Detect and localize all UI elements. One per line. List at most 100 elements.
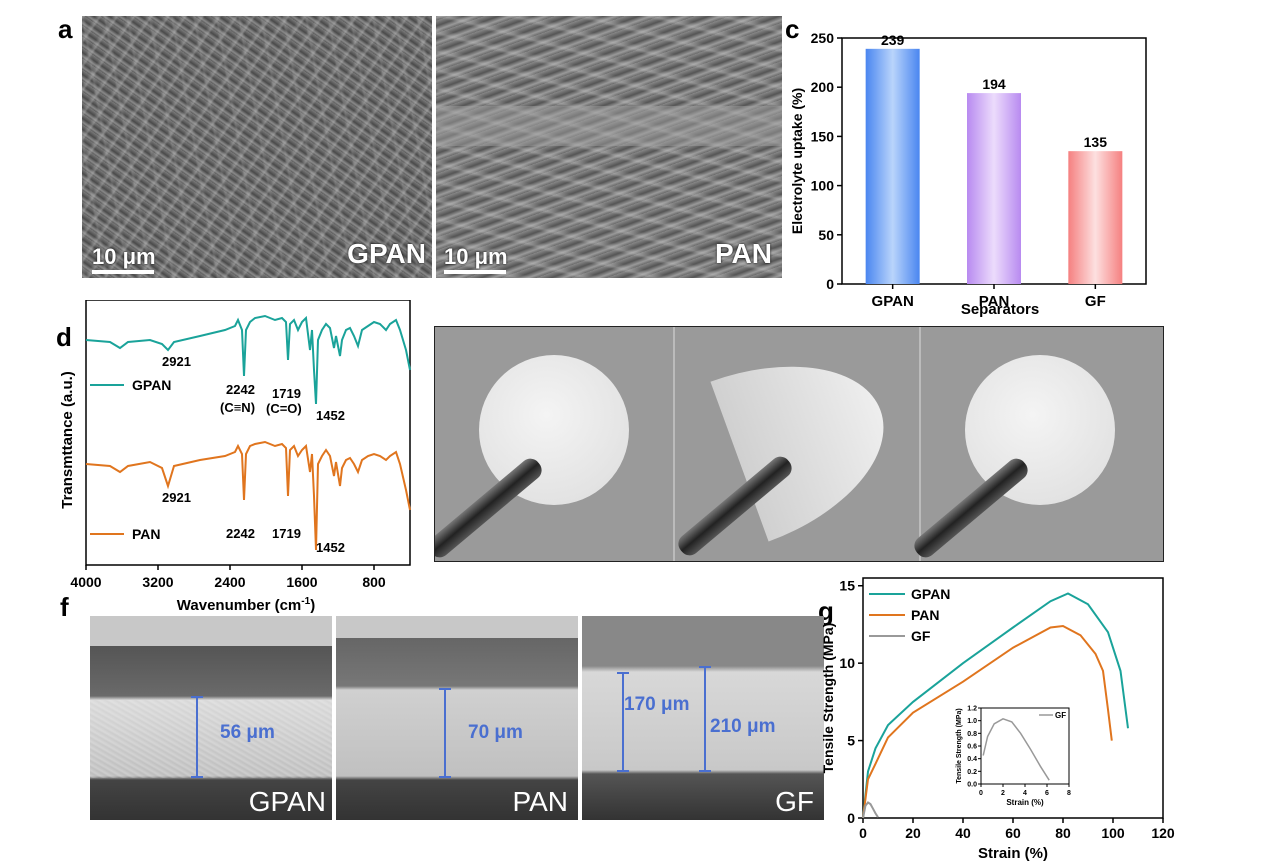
thickness-bar-cap xyxy=(191,776,203,778)
thickness-label: 70 μm xyxy=(468,722,523,743)
inset-y-tick-label: 0.4 xyxy=(967,756,977,763)
x-tick-label: 0 xyxy=(859,825,867,841)
x-tick-label: 80 xyxy=(1055,825,1071,841)
series-pan-line xyxy=(85,440,411,551)
sem-cross-pan: 70 μm PAN xyxy=(336,616,578,820)
thickness-label: 56 μm xyxy=(220,722,275,743)
x-tick-label: 60 xyxy=(1005,825,1021,841)
inset-y-axis-label: Tensile Strength (MPa) xyxy=(956,708,963,783)
thickness-bar-cap xyxy=(699,666,711,668)
bar-gf xyxy=(1068,151,1123,284)
series-gpan-line xyxy=(862,592,1129,819)
peak-label: 1719 xyxy=(272,526,301,541)
inset-series-gf-line xyxy=(982,717,1050,781)
thickness-bar-cap xyxy=(617,672,629,674)
x-tick-label: GPAN xyxy=(872,293,914,310)
y-axis-label: Transmttance (a.u.) xyxy=(59,371,76,509)
panel-label-d: d xyxy=(56,322,72,352)
panel-label-a: a xyxy=(58,14,73,44)
y-tick-label: 15 xyxy=(839,578,855,594)
legend-label-gpan: GPAN xyxy=(911,586,950,602)
y-tick-label: 250 xyxy=(811,30,835,46)
inset-y-tick-label: 0.8 xyxy=(967,731,977,738)
legend-label-gpan: GPAN xyxy=(132,377,171,393)
chart-tensile: Tensile Strength (MPa) Strain (%) 0 20 40 6… xyxy=(820,577,1175,861)
peak-label: 2921 xyxy=(162,354,191,369)
inset-legend-label: GF xyxy=(1055,711,1066,720)
y-axis-label: Electrolyte uptake (%) xyxy=(789,88,805,234)
inset-x-axis-label: Strain (%) xyxy=(1006,798,1044,807)
thickness-bar xyxy=(622,672,624,772)
tweezers xyxy=(435,454,546,561)
plot-frame xyxy=(85,300,411,566)
sem-cross-gf: 170 μm 210 μm GF xyxy=(582,616,824,820)
inset-y-tick-label: 1.0 xyxy=(967,718,977,725)
scale-bar-label: 10 μm xyxy=(444,244,508,269)
sem-image-gpan: 10 μm GPAN xyxy=(82,16,432,278)
bar-data-label: 239 xyxy=(881,32,905,48)
sample-label: GPAN xyxy=(248,786,326,817)
y-tick-label: 100 xyxy=(811,178,835,194)
scale-bar-label: 10 μm xyxy=(92,244,156,269)
sem-cross-gpan: 56 μm GPAN xyxy=(90,616,332,820)
panel-label-c: c xyxy=(785,14,800,44)
x-tick-label: 120 xyxy=(1151,825,1175,841)
x-tick-label: GF xyxy=(1085,293,1106,310)
peak-label: 1452 xyxy=(316,408,345,423)
y-tick-label: 5 xyxy=(847,733,855,749)
sample-label: GPAN xyxy=(347,238,426,269)
y-tick-label: 10 xyxy=(839,655,855,671)
thickness-bar-cap xyxy=(439,688,451,690)
scale-bar xyxy=(444,270,506,274)
x-tick-label: 2400 xyxy=(214,574,245,590)
series-gf-line xyxy=(862,801,879,819)
peak-label: (C=O) xyxy=(266,401,302,416)
sample-label: GF xyxy=(775,786,814,817)
series-pan-line xyxy=(862,624,1113,819)
peak-label: 2242 xyxy=(226,526,255,541)
thickness-bar-cap xyxy=(191,696,203,698)
tweezers xyxy=(910,454,1032,561)
legend-label-pan: PAN xyxy=(132,526,161,542)
y-tick-label: 200 xyxy=(811,79,835,95)
inset-x-tick-label: 6 xyxy=(1045,790,1049,797)
chart-electrolyte-uptake: Electrolyte uptake (%) Separators 0 50 100… xyxy=(789,30,1147,318)
inset-x-tick-label: 0 xyxy=(979,790,983,797)
x-tick-label: 1600 xyxy=(286,574,317,590)
sample-label: PAN xyxy=(512,786,569,817)
inset-x-tick-label: 8 xyxy=(1067,790,1071,797)
inset-y-tick-label: 1.2 xyxy=(967,706,977,713)
x-axis-label-end: ) xyxy=(310,597,315,614)
series-gpan-line xyxy=(85,314,411,405)
peak-label: 1719 xyxy=(272,386,301,401)
x-tick-label: 800 xyxy=(362,574,386,590)
y-tick-label: 0 xyxy=(826,276,834,292)
thickness-label: 170 μm xyxy=(624,694,690,715)
thickness-bar-cap xyxy=(439,776,451,778)
panel-label-f: f xyxy=(60,592,69,622)
x-axis-label: Wavenumber (cm-1) xyxy=(177,596,315,614)
thickness-bar xyxy=(196,696,198,778)
y-tick-label: 0 xyxy=(847,810,855,826)
inset-y-tick-label: 0.2 xyxy=(967,769,977,776)
legend-label-pan: PAN xyxy=(911,607,940,623)
peak-label: (C≡N) xyxy=(220,400,255,415)
thickness-label: 210 μm xyxy=(710,716,776,737)
thickness-bar xyxy=(704,666,706,772)
photo-flexibility xyxy=(434,326,1164,562)
x-tick-label: 3200 xyxy=(142,574,173,590)
x-tick-label: 40 xyxy=(955,825,971,841)
peak-label: 2921 xyxy=(162,490,191,505)
thickness-bar xyxy=(444,688,446,778)
scale-bar xyxy=(92,270,154,274)
y-tick-label: 150 xyxy=(811,128,835,144)
bar-pan xyxy=(967,93,1021,284)
x-axis-label-main: Wavenumber (cm xyxy=(177,597,301,614)
chart-ftir: Transmttance (a.u.) Wavenumber (cm-1) 40… xyxy=(59,300,411,614)
bar-data-label: 194 xyxy=(982,76,1006,92)
peak-label: 1452 xyxy=(316,540,345,555)
x-tick-label: 20 xyxy=(905,825,921,841)
inset-y-tick-label: 0.0 xyxy=(967,782,977,789)
thickness-bar-cap xyxy=(617,770,629,772)
bar-data-label: 135 xyxy=(1084,134,1108,150)
